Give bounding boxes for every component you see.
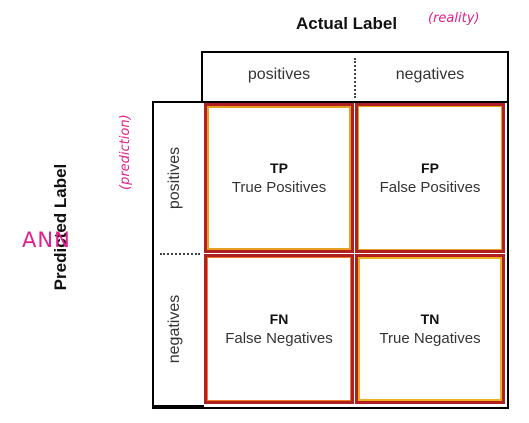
column-header [201, 51, 509, 103]
cell-abbr: TP [270, 160, 288, 176]
predicted-label-title: Predicted Label [51, 163, 70, 291]
row-label-negatives: negatives [166, 294, 183, 364]
cell-label: True Positives [231, 179, 327, 196]
row-separator [160, 253, 200, 255]
cell-abbr: FN [269, 311, 289, 327]
cell-abbr: FP [421, 160, 439, 176]
actual-label-title: Actual Label [296, 14, 398, 33]
column-label-negatives: negatives [395, 66, 465, 83]
row-label-positives: positives [166, 146, 183, 210]
column-label-positives: positives [247, 66, 311, 83]
actual-label-note: (reality) [428, 11, 480, 26]
column-separator [354, 58, 356, 98]
cell-false-positives: FP False Positives [355, 103, 505, 253]
cell-label: False Negatives [225, 330, 333, 347]
cell-label: False Positives [379, 179, 481, 196]
cell-abbr: TN [420, 311, 440, 327]
cell-false-negatives: FN False Negatives [204, 254, 354, 404]
cell-true-negatives: TN True Negatives [355, 254, 505, 404]
predicted-label-note: (prediction) [118, 114, 133, 190]
cell-label: True Negatives [379, 330, 481, 347]
cell-true-positives: TP True Positives [204, 103, 354, 253]
ann-note: ANN [22, 228, 71, 252]
